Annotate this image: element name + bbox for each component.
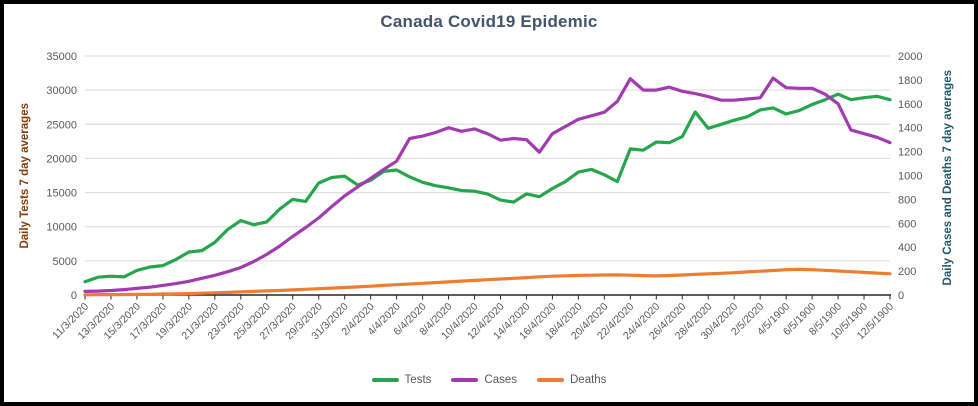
y-tick-label-right: 0 (898, 290, 904, 302)
y-tick-label-left: 5000 (53, 256, 77, 268)
y-tick-label-left: 30000 (46, 85, 77, 97)
y-tick-label-left: 35000 (46, 51, 77, 63)
y-tick-label-left: 25000 (46, 119, 77, 131)
y-tick-label-left: 0 (71, 290, 77, 302)
y-tick-label-left: 10000 (46, 222, 77, 234)
y-tick-label-right: 1800 (898, 75, 922, 87)
series-line-tests (83, 92, 892, 284)
legend-item-tests: Tests (371, 374, 432, 386)
chart-title: Canada Covid19 Epidemic (380, 12, 598, 31)
legend: Tests Cases Deaths (4, 374, 974, 386)
y-tick-label-right: 1600 (898, 99, 922, 111)
series-line-deaths (83, 267, 892, 297)
legend-swatch-cases (451, 378, 479, 382)
y-tick-label-right: 800 (898, 194, 916, 206)
y-tick-label-left: 20000 (46, 153, 77, 165)
y-tick-label-left: 15000 (46, 188, 77, 200)
y-tick-label-right: 400 (898, 242, 916, 254)
series-line-cases (83, 76, 892, 293)
legend-swatch-deaths (537, 378, 564, 382)
y-tick-label-right: 600 (898, 218, 916, 230)
plot-area: 11/3/202013/3/202015/3/202017/3/202019/3… (46, 51, 922, 342)
legend-label-cases: Cases (484, 374, 517, 386)
legend-swatch-tests (371, 378, 399, 382)
y-tick-label-right: 1000 (898, 171, 922, 183)
legend-item-cases: Cases (451, 374, 517, 386)
y-tick-label-right: 1200 (898, 147, 922, 159)
y-tick-label-right: 1400 (898, 123, 922, 135)
legend-label-tests: Tests (404, 374, 432, 386)
y-tick-label-right: 200 (898, 266, 916, 278)
legend-label-deaths: Deaths (570, 374, 607, 386)
legend-item-deaths: Deaths (537, 374, 606, 386)
y-tick-label-right: 2000 (898, 51, 922, 63)
